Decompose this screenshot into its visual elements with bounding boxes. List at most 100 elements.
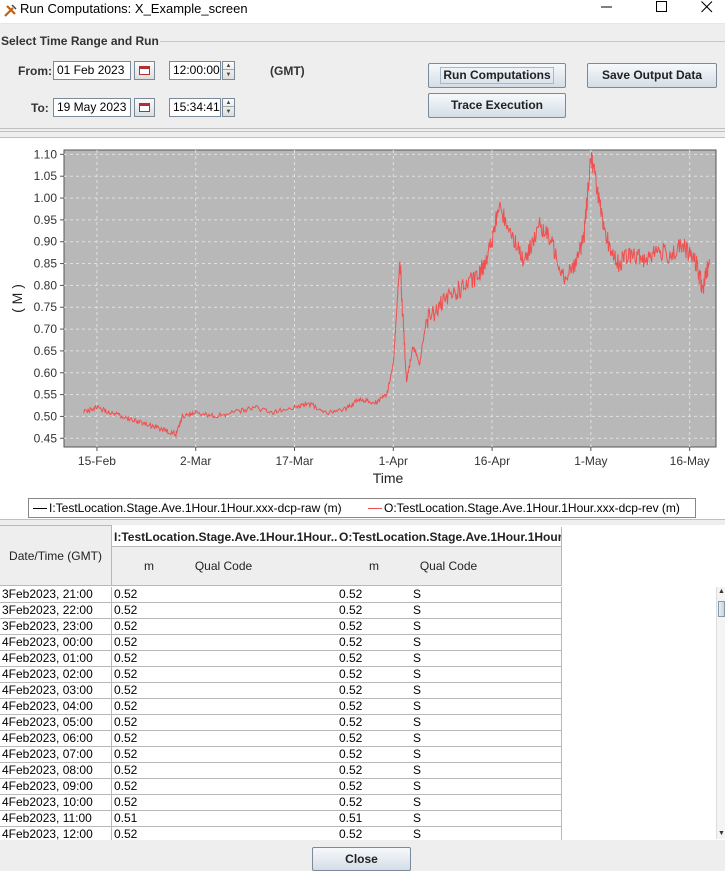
to-time-field[interactable]: 15:34:41 [169,98,221,117]
input-value-cell[interactable]: 0.52 [112,667,187,683]
spinner-up-icon[interactable]: ▲ [223,99,234,107]
output-empty-cell[interactable] [486,811,562,827]
output-empty-cell[interactable] [486,603,562,619]
output-value-cell[interactable]: 0.52 [337,635,412,651]
input-empty-cell[interactable] [261,699,338,715]
output-value-cell[interactable]: 0.52 [337,651,412,667]
spinner-down-icon[interactable]: ▼ [225,109,232,115]
input-empty-cell[interactable] [261,587,338,603]
close-window-button[interactable] [685,0,725,24]
input-empty-cell[interactable] [261,667,338,683]
output-qual-cell[interactable]: S [411,635,487,651]
input-value-cell[interactable]: 0.52 [112,683,187,699]
output-empty-cell[interactable] [486,715,562,731]
input-qual-cell[interactable] [186,763,262,779]
output-qual-cell[interactable]: S [411,603,487,619]
output-qual-cell[interactable]: S [411,827,487,840]
datetime-cell[interactable]: 4Feb2023, 08:00 [0,763,112,779]
to-date-field[interactable]: 19 May 2023 [53,98,131,117]
output-empty-cell[interactable] [486,795,562,811]
input-qual-cell[interactable] [186,587,262,603]
datetime-cell[interactable]: 4Feb2023, 05:00 [0,715,112,731]
output-empty-cell[interactable] [486,619,562,635]
output-value-cell[interactable]: 0.52 [337,715,412,731]
output-value-cell[interactable]: 0.52 [337,587,412,603]
input-value-cell[interactable]: 0.52 [112,763,187,779]
scroll-up-icon[interactable]: ▲ [718,588,725,595]
output-qual-cell[interactable]: S [411,699,487,715]
output-empty-cell[interactable] [486,667,562,683]
spinner-up-icon[interactable]: ▲ [223,62,234,70]
input-empty-cell[interactable] [261,619,338,635]
input-qual-cell[interactable] [186,715,262,731]
datetime-cell[interactable]: 4Feb2023, 00:00 [0,635,112,651]
datetime-cell[interactable]: 3Feb2023, 21:00 [0,587,112,603]
input-value-cell[interactable]: 0.52 [112,731,187,747]
input-value-cell[interactable]: 0.52 [112,827,187,840]
maximize-button[interactable] [640,0,686,24]
output-value-cell[interactable]: 0.52 [337,779,412,795]
datetime-cell[interactable]: 4Feb2023, 02:00 [0,667,112,683]
input-value-cell[interactable]: 0.52 [112,795,187,811]
input-value-cell[interactable]: 0.51 [112,811,187,827]
input-empty-cell[interactable] [261,763,338,779]
output-qual-cell[interactable]: S [411,731,487,747]
output-qual-cell[interactable]: S [411,747,487,763]
input-qual-cell[interactable] [186,667,262,683]
to-time-spinner[interactable]: ▲ ▼ [222,98,235,117]
input-empty-cell[interactable] [261,827,338,840]
output-empty-cell[interactable] [486,731,562,747]
input-empty-cell[interactable] [261,795,338,811]
input-qual-cell[interactable] [186,827,262,840]
output-empty-cell[interactable] [486,779,562,795]
input-value-cell[interactable]: 0.52 [112,619,187,635]
close-button[interactable]: Close [312,847,411,871]
from-time-spinner[interactable]: ▲ ▼ [222,61,235,80]
datetime-cell[interactable]: 4Feb2023, 07:00 [0,747,112,763]
output-qual-cell[interactable]: S [411,683,487,699]
output-series-header[interactable]: O:TestLocation.Stage.Ave.1Hour.1Hour.... [337,527,562,547]
input-series-header[interactable]: I:TestLocation.Stage.Ave.1Hour.1Hour.... [112,527,338,547]
input-value-cell[interactable]: 0.52 [112,747,187,763]
scroll-thumb[interactable] [718,601,725,617]
output-value-cell[interactable]: 0.52 [337,827,412,840]
output-qual-cell[interactable]: S [411,587,487,603]
spinner-down-icon[interactable]: ▼ [225,72,232,78]
input-empty-cell[interactable] [261,683,338,699]
from-time-field[interactable]: 12:00:00 [169,61,221,80]
output-empty-cell[interactable] [486,763,562,779]
output-empty-cell[interactable] [486,683,562,699]
input-qual-cell[interactable] [186,811,262,827]
input-qual-cell[interactable] [186,603,262,619]
output-empty-cell[interactable] [486,699,562,715]
input-qual-cell[interactable] [186,619,262,635]
output-qual-cell[interactable]: S [411,667,487,683]
input-empty-cell[interactable] [261,651,338,667]
output-value-cell[interactable]: 0.52 [337,731,412,747]
input-qual-cell[interactable] [186,795,262,811]
datetime-cell[interactable]: 4Feb2023, 10:00 [0,795,112,811]
input-empty-cell[interactable] [261,779,338,795]
table-scrollbar[interactable]: ▲ ▼ [716,587,725,839]
save-output-button[interactable]: Save Output Data [587,63,717,88]
datetime-cell[interactable]: 4Feb2023, 01:00 [0,651,112,667]
output-value-cell[interactable]: 0.52 [337,619,412,635]
input-value-cell[interactable]: 0.52 [112,715,187,731]
output-qual-cell[interactable]: S [411,763,487,779]
input-qual-cell[interactable] [186,635,262,651]
datetime-cell[interactable]: 4Feb2023, 09:00 [0,779,112,795]
datetime-cell[interactable]: 4Feb2023, 03:00 [0,683,112,699]
output-value-cell[interactable]: 0.52 [337,683,412,699]
input-value-cell[interactable]: 0.52 [112,651,187,667]
input-empty-cell[interactable] [261,811,338,827]
output-value-cell[interactable]: 0.52 [337,747,412,763]
input-empty-cell[interactable] [261,731,338,747]
output-value-cell[interactable]: 0.52 [337,667,412,683]
input-value-cell[interactable]: 0.52 [112,603,187,619]
input-value-cell[interactable]: 0.52 [112,635,187,651]
output-value-cell[interactable]: 0.51 [337,811,412,827]
datetime-cell[interactable]: 4Feb2023, 04:00 [0,699,112,715]
output-qual-cell[interactable]: S [411,811,487,827]
to-calendar-button[interactable] [134,98,155,117]
input-value-cell[interactable]: 0.52 [112,587,187,603]
